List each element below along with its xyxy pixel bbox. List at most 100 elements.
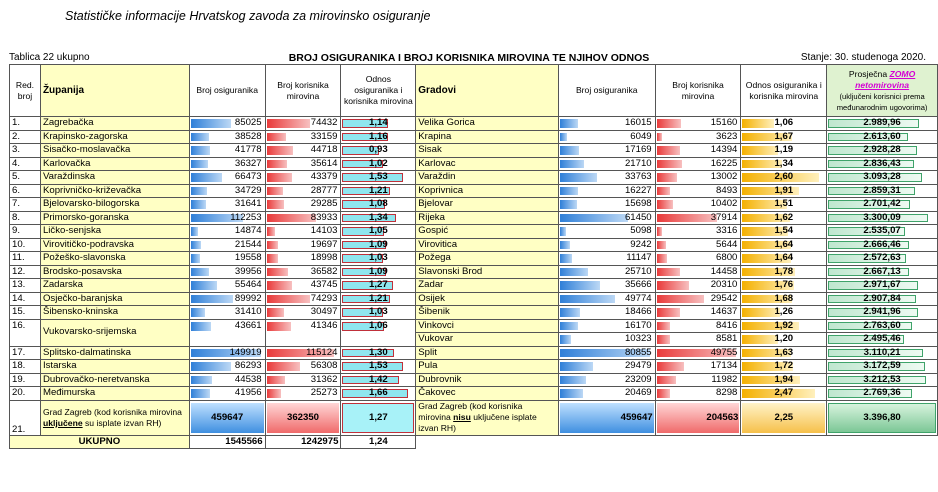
city-insured: 80855: [557, 345, 656, 360]
city-insured: 20469: [557, 386, 656, 401]
county-pensioners: 18998: [264, 251, 342, 266]
county-pensioners: 35614: [264, 156, 342, 171]
avg-pension: 2.572,63: [826, 251, 938, 266]
city-name: Čakovec: [415, 386, 559, 401]
county-name: Šibensko-kninska: [39, 305, 190, 320]
county-insured-value: 85025: [234, 117, 262, 128]
county-insured: 89992: [188, 291, 266, 306]
city-insured: 21710: [557, 156, 656, 171]
county-pensioners-bar: [266, 281, 293, 290]
county-pensioners: 31362: [264, 372, 342, 387]
col-city-ratio: Odnos osiguranika i korisnika mirovina: [740, 64, 828, 117]
city-insured-bar: [559, 348, 650, 357]
table-row: 3. Sisačko-moslavačka 41778 44718 0,93 Sisak 1…: [9, 143, 938, 158]
table-row: 18. Istarska 86293 56308 1,53 Pula 29479 17134 1…: [9, 359, 938, 374]
row-number: 8.: [9, 210, 41, 225]
city-ratio-bar: [742, 308, 780, 317]
city-insured-bar: [559, 335, 572, 344]
county-ratio-bar: [342, 240, 386, 249]
county-insured-bar: [190, 254, 200, 263]
county-ratio: 1,06: [340, 318, 417, 347]
city-ratio-bar: [742, 119, 774, 128]
city-insured-value: 17169: [624, 144, 652, 155]
county-insured: 19558: [188, 251, 266, 266]
county-name: Istarska: [39, 359, 190, 374]
county-name: Koprivničko-križevačka: [39, 183, 190, 198]
zagreb-county-emph: uključene: [42, 417, 83, 428]
city-insured-bar: [559, 267, 589, 276]
county-name: Varaždinska: [39, 170, 190, 185]
city-pensioners: 37914: [654, 210, 742, 225]
city-pensioners: 13002: [654, 170, 742, 185]
avg-pension-value: 2.535,07: [863, 225, 901, 236]
zagreb-insured: 459647: [188, 399, 266, 436]
county-pensioners-bar: [266, 173, 293, 182]
city-pensioners-bar: [656, 362, 684, 371]
county-insured-bar: [190, 389, 211, 398]
city-pensioners: 17134: [654, 359, 742, 374]
avg-pension: 2.667,13: [826, 264, 938, 279]
county-pensioners-bar: [266, 308, 285, 317]
city-pensioners: 49755: [654, 345, 742, 360]
avg-pension-bar: [828, 173, 923, 182]
county-ratio: 1,03: [340, 305, 417, 320]
county-pensioners: 28777: [264, 183, 342, 198]
city-name: Grad Zagreb (kod korisnika mirovina nisu…: [415, 399, 559, 436]
county-ratio: 1,02: [340, 156, 417, 171]
avg-pension-value: 2.667,13: [863, 265, 901, 277]
city-insured: 5098: [557, 224, 656, 239]
city-pensioners: 10402: [654, 197, 742, 212]
county-insured-value: 149919: [229, 346, 262, 358]
county-insured: 14874: [188, 224, 266, 239]
county-insured-value: 55464: [234, 279, 262, 290]
city-name: Rijeka: [415, 210, 559, 225]
city-insured-value: 21710: [624, 157, 652, 169]
city-name: Koprivnica: [415, 183, 559, 198]
county-insured-value: 44538: [234, 373, 262, 385]
avg-pension: 2.907,84: [826, 291, 938, 306]
county-ratio-value: 1,21: [369, 184, 388, 196]
county-pensioners-value: 19697: [310, 238, 338, 250]
avg-pension-value: 2.941,96: [863, 306, 901, 317]
county-ratio-value: 0,93: [369, 144, 388, 155]
avg-pension-value: 2.859,31: [863, 184, 901, 196]
table-row: 5. Varaždinska 66473 43379 1,53 Varaždin 33763…: [9, 170, 938, 185]
county-insured: 43661: [188, 318, 266, 347]
county-pensioners-bar: [266, 227, 275, 236]
county-insured: 41778: [188, 143, 266, 158]
city-insured-bar: [559, 254, 573, 263]
zagreb-city-ratio-bar: [742, 402, 826, 433]
zagreb-city-ratio: 2,25: [740, 399, 828, 436]
city-insured-bar: [559, 146, 579, 155]
county-ratio-value: 1,08: [369, 198, 388, 209]
col-avg-pension: Prosječna ZOMO netomirovina (uključeni k…: [826, 64, 938, 117]
county-ratio-bar: [342, 146, 380, 155]
county-insured: 112253: [188, 210, 266, 225]
city-insured-bar: [559, 294, 616, 303]
zagreb-city-insured: 459647: [557, 399, 656, 436]
zagreb-ratio-bar: [342, 402, 415, 433]
city-insured-value: 16170: [624, 319, 652, 331]
county-ratio-bar: [342, 389, 409, 398]
city-insured-value: 61450: [624, 211, 652, 223]
table-row: 13. Zadarska 55464 43745 1,27 Zadar 35666 20310…: [9, 278, 938, 293]
avg-pension-bar: [828, 321, 913, 330]
city-pensioners: 16225: [654, 156, 742, 171]
county-insured-value: 38528: [234, 130, 262, 142]
city-ratio: 1,51: [740, 197, 828, 212]
county-pensioners-bar: [266, 119, 311, 128]
county-name: Splitsko-dalmatinska: [39, 345, 190, 360]
city-pensioners-bar: [656, 267, 680, 276]
header-row: Red. broj Županija Broj osiguranika Broj…: [9, 64, 938, 117]
county-ratio-value: 1,09: [369, 265, 388, 277]
zagreb-insured-bar: [190, 402, 264, 433]
city-ratio-value: 2,60: [774, 171, 794, 182]
row-number: 21.: [9, 399, 41, 436]
city-pensioners-bar: [656, 348, 736, 357]
row-number: 16.: [9, 318, 41, 347]
city-ratio-bar: [742, 294, 792, 303]
city-insured-bar: [559, 389, 583, 398]
city-insured: 17169: [557, 143, 656, 158]
city-insured-value: 15698: [624, 198, 652, 209]
county-insured-value: 21544: [234, 238, 262, 250]
